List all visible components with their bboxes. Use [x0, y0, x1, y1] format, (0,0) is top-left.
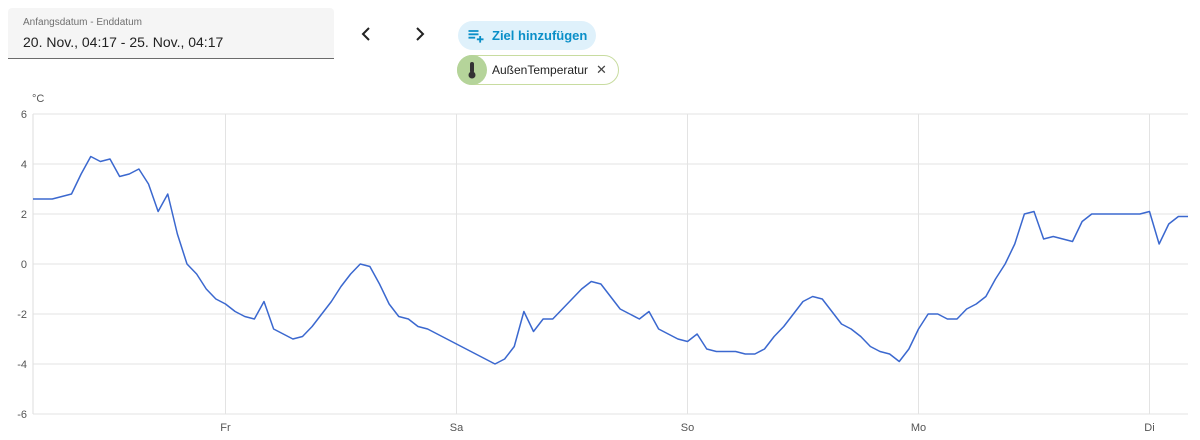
x-tick-label: Mo [911, 422, 926, 434]
date-range-value: 20. Nov., 04:17 - 25. Nov., 04:17 [23, 34, 224, 50]
y-tick-label: 6 [21, 109, 27, 121]
x-tick-label: Di [1144, 422, 1154, 434]
y-tick-label: -2 [17, 309, 27, 321]
chart: °C -6 -4 -2 0 2 4 6 Fr Sa So Mo Di [17, 93, 1188, 434]
entity-name: AußenTemperatur [492, 63, 589, 77]
add-icon [468, 29, 484, 43]
temperature-line [33, 155, 1188, 365]
add-target-label: Ziel hinzufügen [492, 28, 588, 43]
previous-button[interactable] [354, 22, 378, 46]
y-tick-label: 0 [21, 259, 27, 271]
entity-chip[interactable]: AußenTemperatur ✕ [457, 55, 619, 85]
remove-entity[interactable]: ✕ [596, 62, 607, 77]
y-axis-unit: °C [32, 93, 44, 105]
date-range-picker[interactable]: Anfangsdatum - Enddatum 20. Nov., 04:17 … [8, 8, 334, 59]
x-tick-label: Sa [450, 422, 464, 434]
y-tick-label: -4 [17, 359, 27, 371]
y-tick-label: 4 [21, 159, 27, 171]
x-tick-label: Fr [220, 422, 231, 434]
date-range-label: Anfangsdatum - Enddatum [23, 17, 142, 28]
y-tick-label: -6 [17, 409, 27, 421]
x-tick-label: So [681, 422, 694, 434]
thermometer-icon [457, 55, 487, 85]
next-button[interactable] [408, 22, 432, 46]
add-target-button[interactable]: Ziel hinzufügen [458, 21, 596, 50]
y-tick-label: 2 [21, 209, 27, 221]
